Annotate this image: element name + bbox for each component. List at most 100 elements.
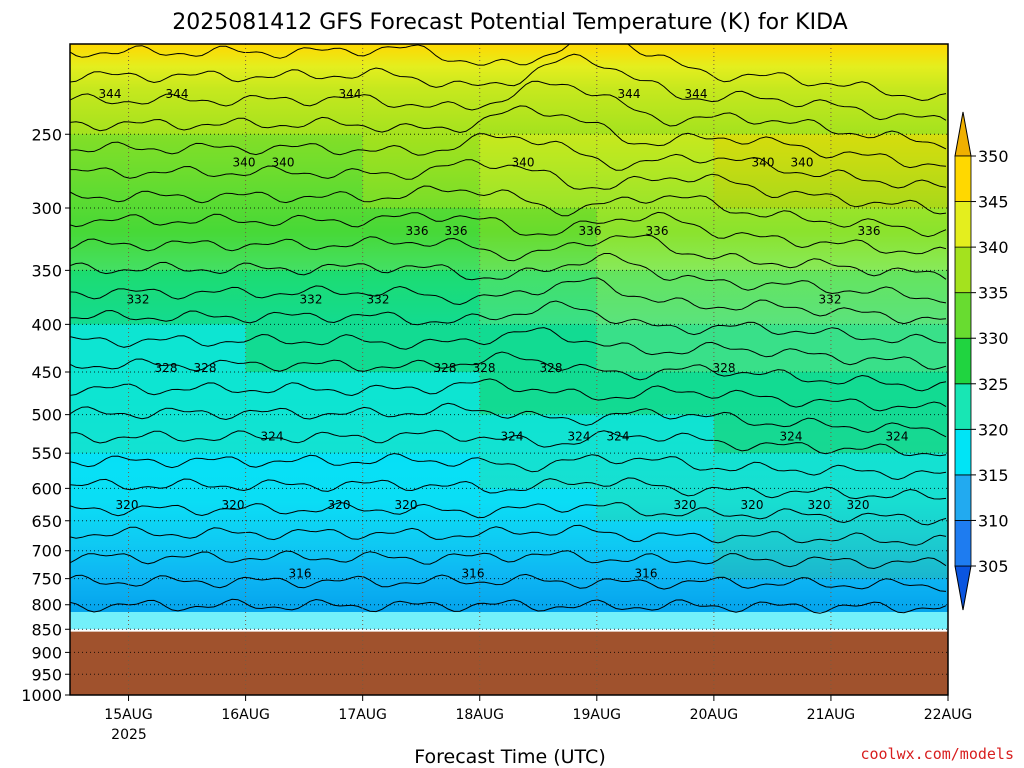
contour-label: 336	[445, 224, 468, 238]
isentrope-line	[70, 133, 947, 189]
colorbar-swatch	[954, 201, 972, 248]
contour-label: 328	[473, 361, 496, 375]
colorbar-tick-label: 340	[978, 238, 1009, 257]
contour-label: 332	[127, 293, 150, 307]
isentrope-line	[70, 105, 947, 169]
theta-band	[70, 134, 129, 209]
x-tick-label: 19AUG	[573, 707, 622, 723]
contour-label: 316	[289, 566, 312, 580]
theta-band	[596, 414, 714, 454]
y-tick-label: 950	[31, 665, 62, 684]
theta-band	[830, 550, 948, 579]
theta-band	[245, 550, 363, 579]
x-tick-label: 17AUG	[338, 707, 387, 723]
theta-band	[245, 488, 363, 521]
isentrope-line	[70, 211, 947, 255]
y-axis: 250 300 350 400 450 500 550 600 650 700 750 800 850 9…	[21, 125, 70, 705]
contour-label: 336	[858, 224, 881, 238]
theta-band	[245, 208, 363, 271]
theta-band	[713, 520, 831, 551]
contour-label: 336	[406, 224, 429, 238]
theta-band	[245, 414, 363, 454]
isentrope-line	[70, 524, 947, 546]
contour-label: 324	[568, 429, 591, 443]
colorbar-tick-label: 315	[978, 466, 1009, 485]
theta-band	[479, 550, 597, 579]
theta-band	[128, 550, 246, 579]
y-tick-label: 450	[31, 363, 62, 382]
contour-label: 324	[780, 429, 803, 443]
source-credit: coolwx.com/models	[860, 745, 1014, 763]
theta-band	[713, 372, 831, 415]
isentrope-line	[70, 402, 947, 438]
isentrope-line	[70, 452, 947, 481]
y-tick-label: 250	[31, 125, 62, 144]
theta-band	[479, 134, 597, 209]
theta-band	[713, 550, 831, 579]
contour-label: 336	[646, 224, 669, 238]
contour-label: 332	[819, 293, 842, 307]
y-tick-label: 600	[31, 479, 62, 498]
theta-band	[596, 270, 714, 325]
contour-lines	[70, 44, 947, 614]
contour-label: 340	[233, 156, 256, 170]
colorbar-tick-label: 345	[978, 193, 1009, 212]
isentrope-line	[70, 234, 947, 280]
theta-band	[245, 578, 363, 630]
colorbar-swatch	[954, 155, 972, 202]
contour-label: 340	[272, 156, 295, 170]
isentrope-line	[70, 501, 947, 526]
contour-label: 320	[395, 498, 418, 512]
isentrope-line	[70, 159, 947, 215]
theta-band	[596, 578, 714, 630]
theta-band	[830, 520, 948, 551]
theta-band	[70, 414, 129, 454]
isentrope-line	[70, 351, 947, 392]
contour-label: 328	[155, 361, 178, 375]
theta-band	[128, 208, 246, 271]
theta-band	[479, 324, 597, 373]
theta-band	[479, 488, 597, 521]
contour-label: 336	[579, 224, 602, 238]
isentrope-line	[70, 429, 947, 457]
y-tick-label: 800	[31, 596, 62, 615]
colorbar-bottom-arrow	[954, 565, 972, 611]
isentrope-line	[70, 327, 947, 370]
x-tick-label: 18AUG	[455, 707, 504, 723]
theta-band	[362, 270, 480, 325]
theta-band	[830, 208, 948, 271]
theta-band	[713, 208, 831, 271]
isentrope-line	[70, 80, 947, 150]
isentrope-line	[70, 253, 947, 304]
grid-lines	[70, 44, 948, 695]
theta-band	[128, 488, 246, 521]
colorbar: 305 310 315 320 325 330 335 340 345 350	[954, 111, 1009, 611]
isentrope-line	[70, 598, 947, 614]
contour-label: 328	[194, 361, 217, 375]
contour-label: 340	[512, 156, 535, 170]
theta-band	[362, 324, 480, 373]
theta-band	[128, 372, 246, 415]
theta-band	[70, 520, 129, 551]
colorbar-swatch	[954, 337, 972, 385]
theta-band	[713, 324, 831, 373]
theta-band	[830, 270, 948, 325]
theta-band	[128, 270, 246, 325]
x-tick-label: 15AUG	[104, 707, 153, 723]
y-tick-label: 850	[31, 620, 62, 639]
theta-band	[245, 134, 363, 209]
isentrope-line	[70, 53, 947, 121]
colorbar-tick-label: 350	[978, 147, 1009, 166]
contour-label: 340	[752, 156, 775, 170]
theta-band	[830, 372, 948, 415]
contour-label: 344	[685, 87, 708, 101]
theta-band	[70, 324, 129, 373]
theta-band	[479, 270, 597, 325]
theta-band	[128, 324, 246, 373]
contour-label: 320	[741, 498, 764, 512]
theta-band	[830, 453, 948, 489]
theta-band	[128, 578, 246, 630]
colorbar-tick-label: 325	[978, 375, 1009, 394]
plot-frame	[69, 43, 949, 696]
theta-band	[362, 453, 480, 489]
